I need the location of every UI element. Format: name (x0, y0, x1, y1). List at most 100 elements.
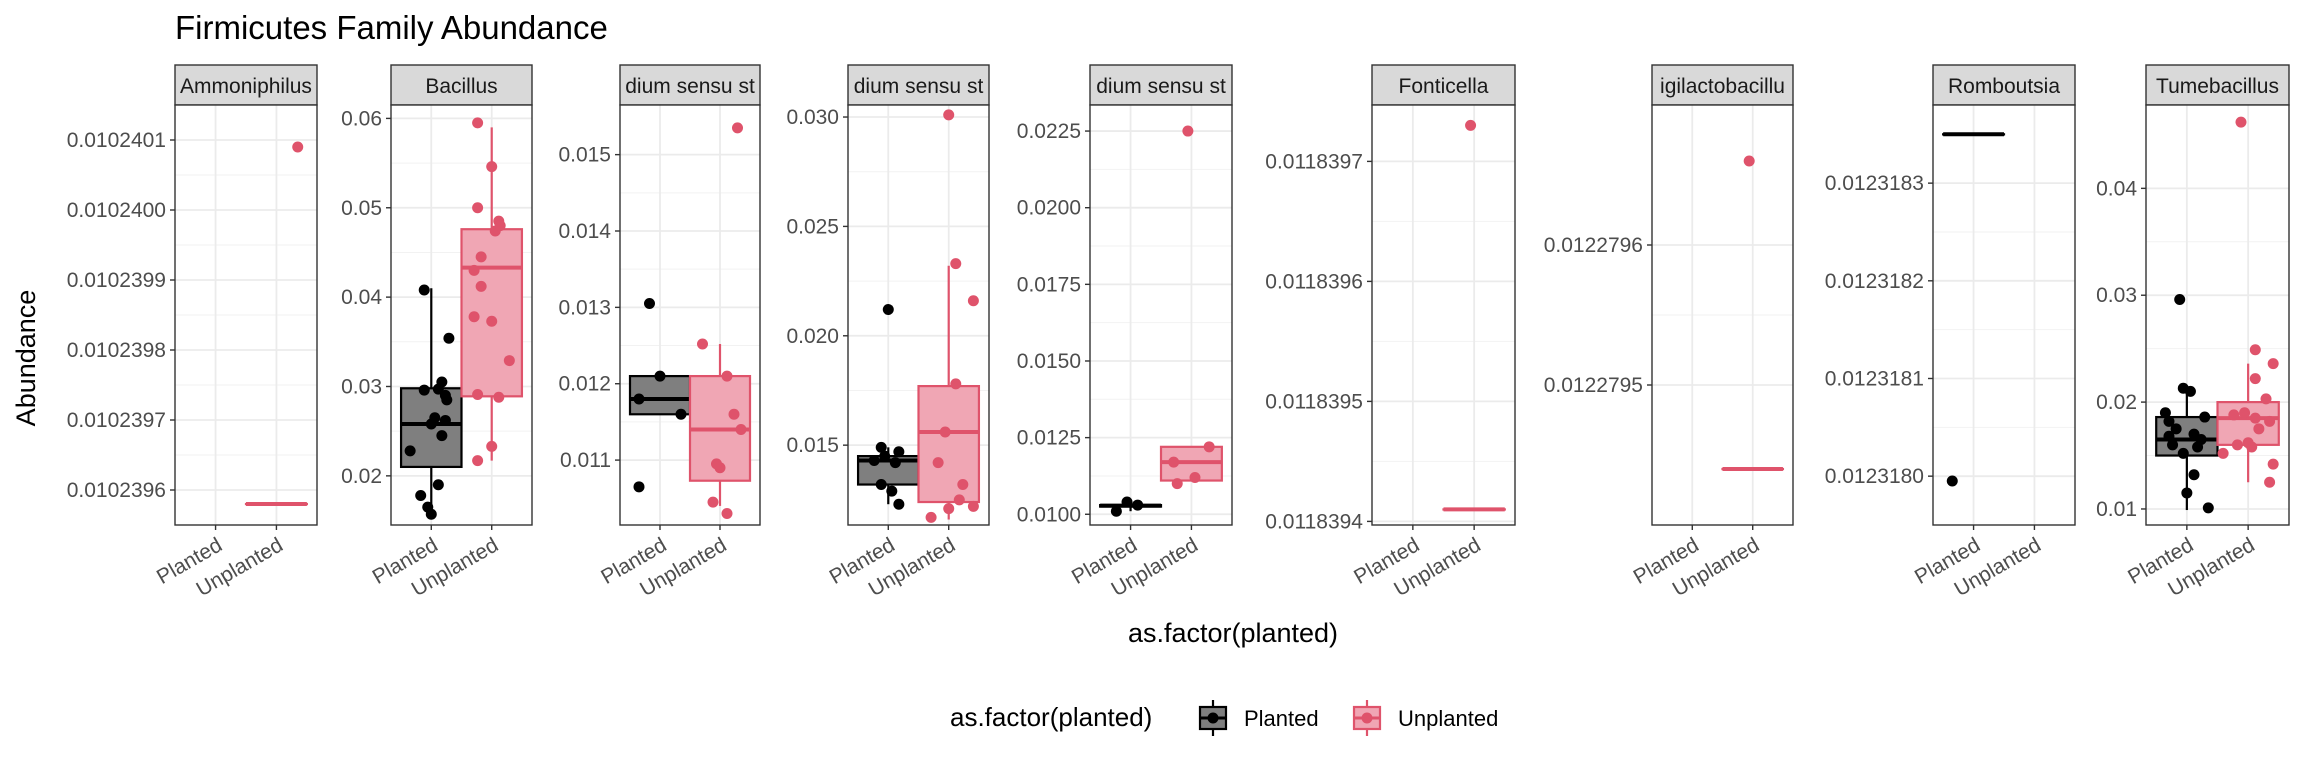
data-point (950, 378, 962, 390)
y-tick-label: 0.0122796 (1544, 234, 1643, 257)
panel-border (2145, 104, 2290, 526)
panel-border (390, 104, 533, 526)
data-point (472, 117, 484, 129)
data-point (654, 370, 666, 382)
y-tick-label: 0.030 (786, 106, 839, 129)
data-point (2177, 447, 2189, 459)
legend-key: Planted (1196, 700, 1319, 736)
data-point (2253, 423, 2265, 435)
panel-border (174, 104, 318, 526)
y-tick-label: 0.0102400 (67, 199, 166, 222)
y-tick-label: 0.013 (558, 296, 611, 319)
data-point (2163, 430, 2175, 442)
y-tick-label: 0.0225 (1017, 120, 1081, 143)
data-point (418, 384, 430, 396)
data-point (472, 389, 484, 401)
y-tick-label: 0.0150 (1017, 350, 1081, 373)
data-point (886, 485, 898, 497)
facet-panel: dium sensu st0.0150.0200.0250.030Planted… (786, 64, 990, 601)
data-point (925, 511, 937, 523)
data-point (967, 295, 979, 307)
panel-marks (399, 117, 524, 520)
legend: as.factor(planted) Planted Unplanted (950, 700, 1498, 736)
facet-strip (1932, 64, 2076, 106)
data-point (1110, 505, 1122, 517)
data-point (425, 508, 437, 520)
data-point (2239, 407, 2251, 419)
data-point (879, 450, 891, 462)
y-tick-label: 0.06 (341, 107, 382, 130)
panel-marks (1721, 155, 1785, 471)
facet-panel: igilactobacillu0.01227950.0122796Planted… (1544, 64, 1794, 601)
data-point (721, 508, 733, 520)
data-point (2249, 412, 2261, 424)
data-point (2167, 439, 2179, 451)
y-tick-label: 0.0100 (1017, 503, 1081, 526)
panel-marks (2155, 116, 2280, 514)
data-point (735, 424, 747, 436)
data-point (2267, 458, 2279, 470)
panel-marks (628, 122, 752, 520)
facet-strip (174, 64, 318, 106)
facet-strip-label: dium sensu st (1096, 75, 1226, 98)
y-tick-label: 0.0118395 (1265, 390, 1363, 413)
y-tick-label: 0.0122795 (1544, 374, 1643, 397)
chart-title: Firmicutes Family Abundance (175, 9, 608, 46)
facet-panel: Tumebacillus0.010.020.030.04PlantedUnpla… (2096, 64, 2290, 601)
data-point (472, 202, 484, 214)
facet-strip (619, 64, 761, 106)
y-tick-label: 0.03 (2096, 284, 2137, 307)
data-point (1168, 456, 1180, 468)
plot-background (1933, 105, 2075, 525)
data-point (633, 481, 645, 493)
panel-marks (1099, 125, 1223, 517)
legend-key-point (1207, 712, 1219, 724)
facet-panel: dium sensu st0.0110.0120.0130.0140.015Pl… (558, 64, 761, 601)
data-point (967, 500, 979, 512)
y-tick-label: 0.0102398 (67, 339, 166, 362)
data-point (875, 441, 887, 453)
data-point (950, 258, 962, 270)
facet-strip-label: dium sensu st (625, 75, 755, 98)
data-point (486, 440, 498, 452)
data-point (475, 280, 487, 292)
facet-strip (1089, 64, 1233, 106)
data-point (728, 408, 740, 420)
data-point (1171, 478, 1183, 490)
y-tick-label: 0.012 (558, 373, 611, 396)
y-tick-label: 0.0123183 (1825, 172, 1924, 195)
data-point (486, 161, 498, 173)
data-point (2264, 476, 2276, 488)
y-tick-label: 0.04 (341, 286, 382, 309)
y-tick-label: 0.015 (558, 144, 611, 167)
data-point (493, 391, 505, 403)
data-point (404, 445, 416, 457)
data-point (441, 394, 453, 406)
y-tick-label: 0.03 (341, 375, 382, 398)
facet-panel: Romboutsia 0.0123180 0.0123181 0.0123182 0.0… (1825, 64, 2076, 601)
data-point (932, 457, 944, 469)
facet-strip-label: Fonticella (1399, 75, 1489, 98)
data-point (707, 496, 719, 508)
data-point (2159, 407, 2171, 419)
data-point (721, 370, 733, 382)
facet-panel: dium sensu st 0.0100 0.0125 0.0150 0.0175 0.0… (1017, 64, 1233, 601)
facet-panel: Fonticella 0.0118394 0.0118395 0.0118396 0.0… (1265, 64, 1516, 601)
data-point (697, 338, 709, 350)
data-point (2163, 415, 2175, 427)
data-point (2217, 447, 2229, 459)
facet-panel: Ammoniphilus 0.0102396 0.0102397 0.0102398 0… (67, 64, 318, 601)
data-point (893, 498, 905, 510)
data-point (868, 454, 880, 466)
facet-strip-label: Tumebacillus (2156, 75, 2279, 98)
legend-label: Planted (1244, 706, 1319, 731)
data-point (953, 494, 965, 506)
facet-strip-label: dium sensu st (854, 75, 984, 98)
data-point (2202, 502, 2214, 514)
data-point (2192, 441, 2204, 453)
panel-marks (244, 141, 308, 506)
facet-panels: Ammoniphilus 0.0102396 0.0102397 0.0102398 0… (67, 64, 2290, 601)
legend-key: Unplanted (1350, 700, 1498, 736)
data-point (2188, 469, 2200, 481)
data-point (889, 457, 901, 469)
